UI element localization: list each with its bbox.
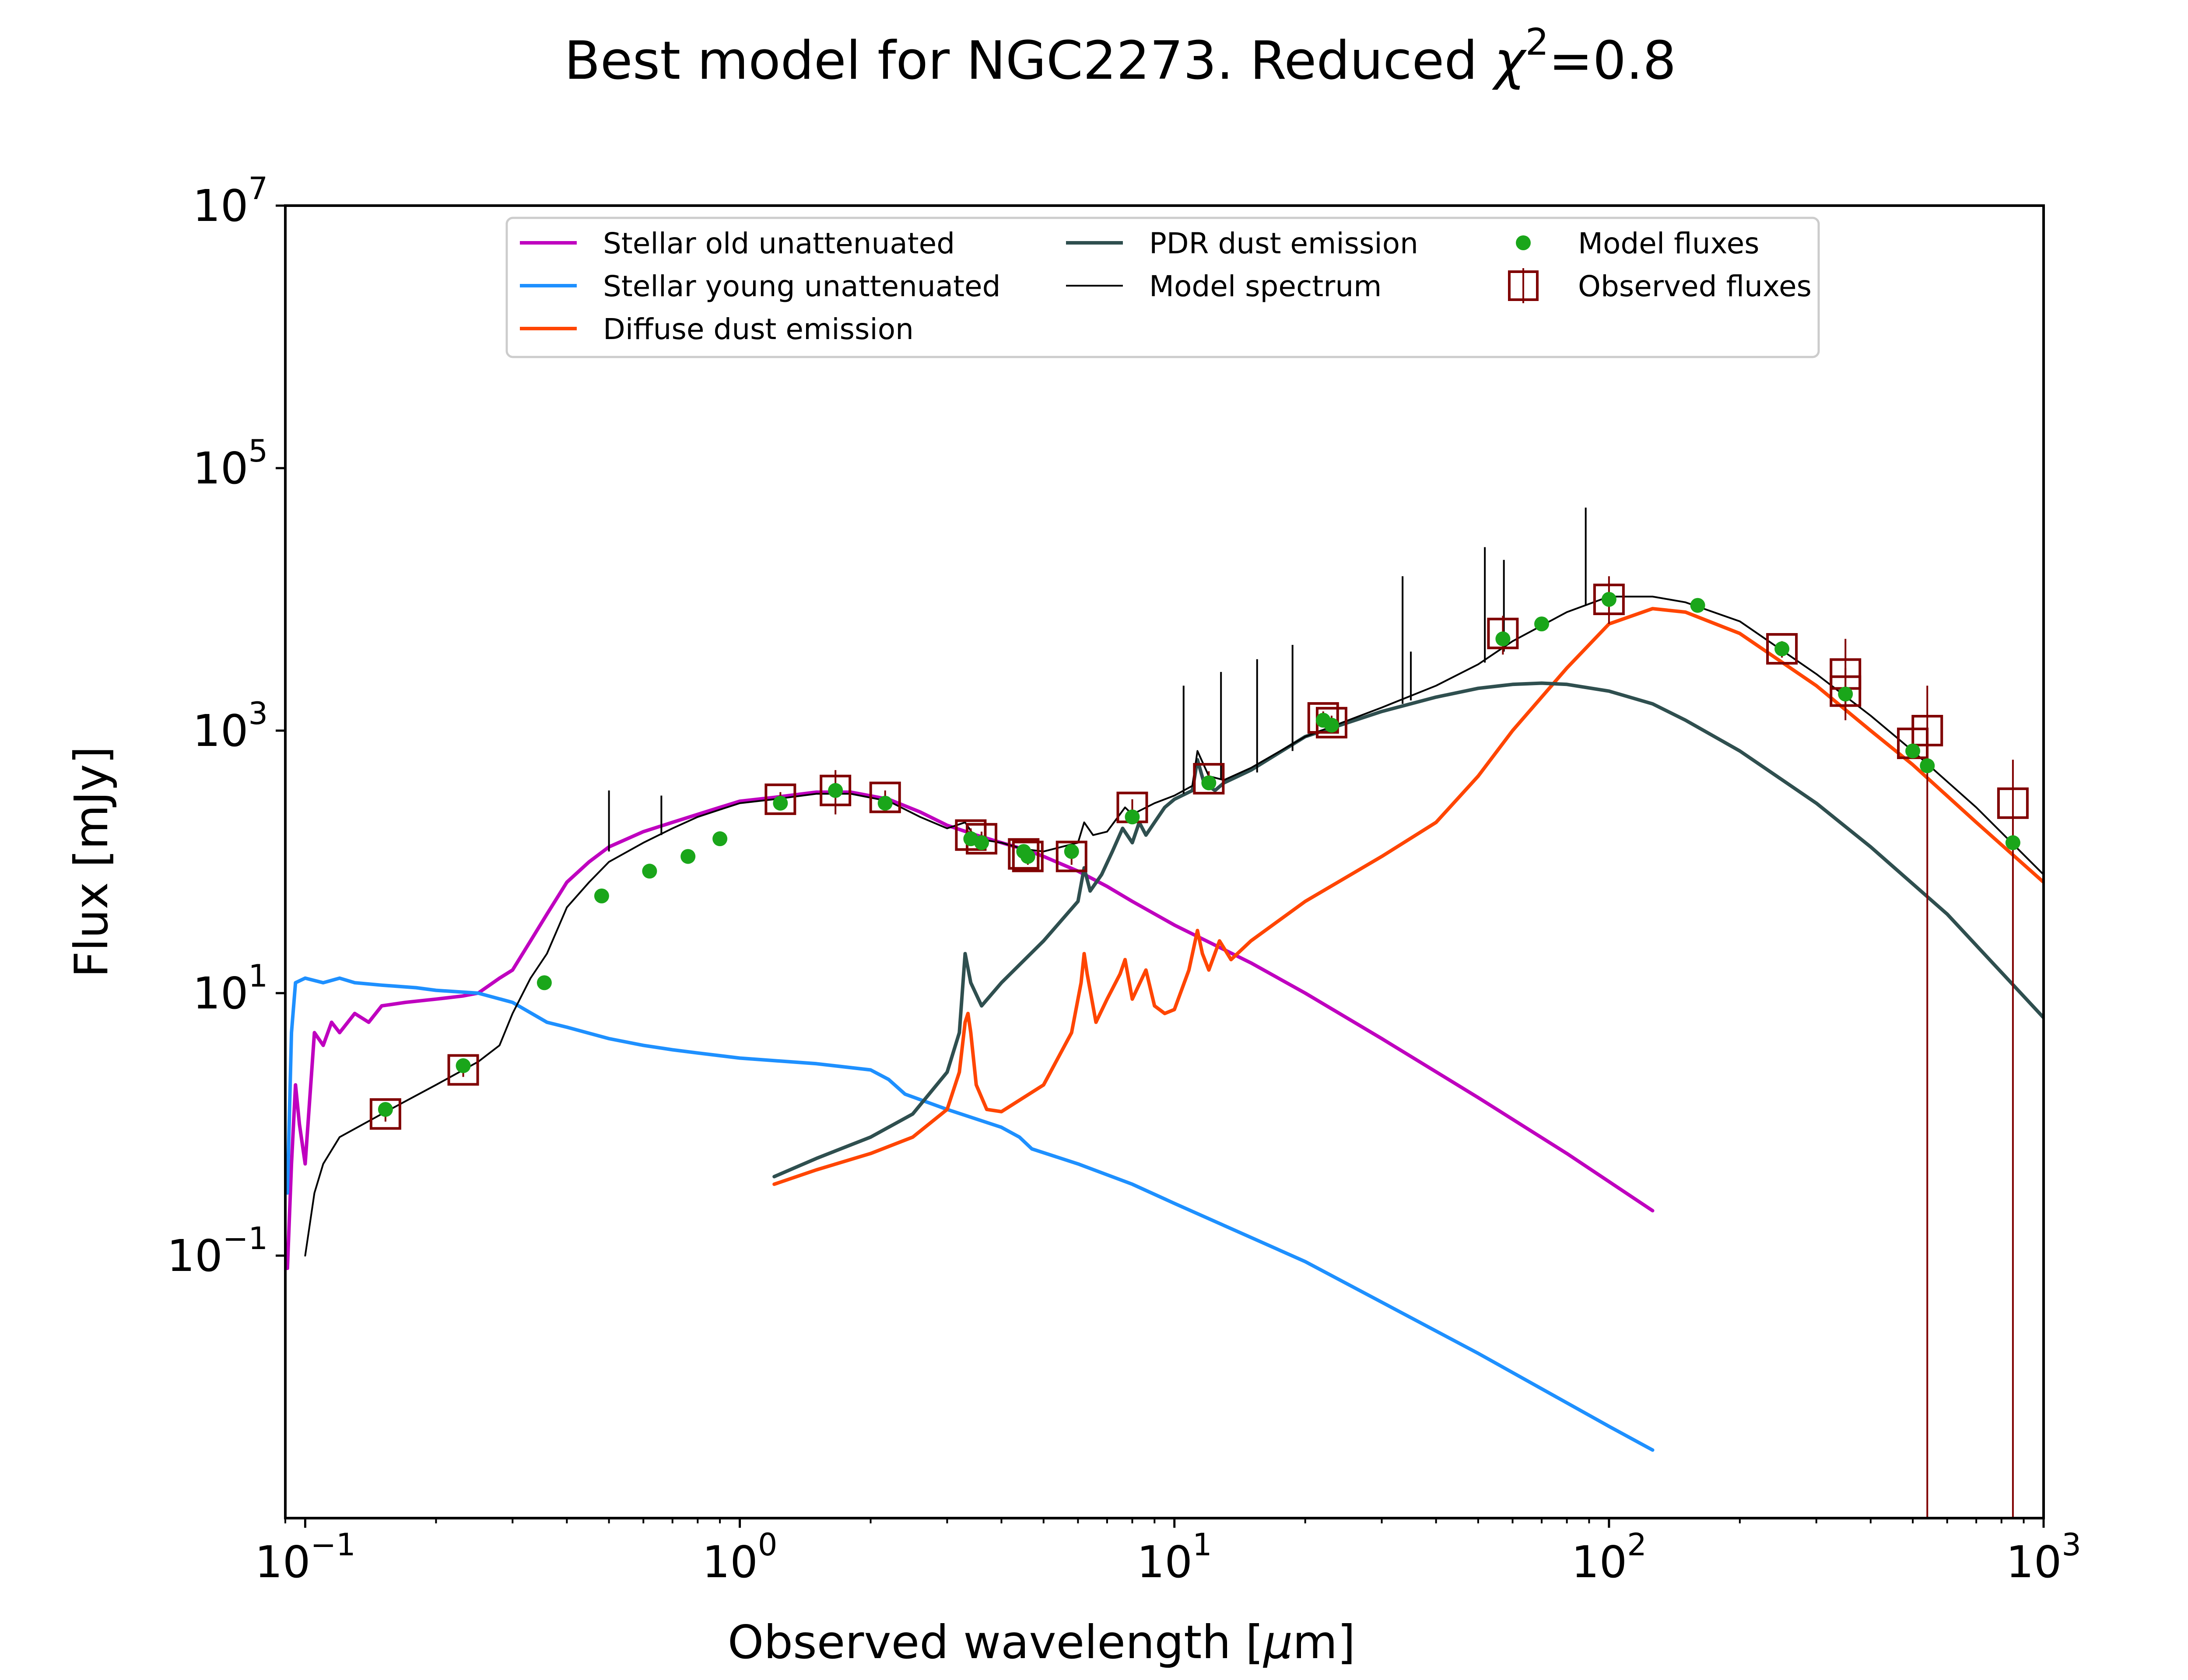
y-tick-label: 101 bbox=[193, 958, 268, 1019]
x-tick-label: 102 bbox=[1571, 1527, 1647, 1588]
observed-flux-marker bbox=[369, 1098, 401, 1130]
x-axis-label-mu: μ bbox=[1262, 1616, 1293, 1669]
observed-flux-marker bbox=[820, 774, 852, 806]
x-tick-label: 101 bbox=[1137, 1527, 1212, 1588]
legend-label: Observed fluxes bbox=[1578, 270, 1812, 303]
x-axis-label-main: Observed wavelength [ bbox=[728, 1616, 1264, 1669]
legend-swatch-modelFluxes bbox=[1516, 235, 1531, 250]
legend-label: Model fluxes bbox=[1578, 227, 1760, 260]
x-tick-label: 103 bbox=[2006, 1527, 2081, 1588]
observed-flux-marker bbox=[955, 819, 987, 851]
observed-flux-marker bbox=[1055, 840, 1087, 872]
model-flux-point bbox=[1201, 775, 1217, 791]
x-tick-label: 10−1 bbox=[255, 1527, 355, 1588]
chart-title: Best model for NGC2273. Reduced χ2=0.8 bbox=[564, 21, 1676, 91]
y-tick-label: 103 bbox=[193, 696, 268, 756]
plot-area bbox=[285, 508, 2044, 1518]
legend-label: Diffuse dust emission bbox=[603, 312, 914, 346]
model-flux-point bbox=[642, 864, 657, 879]
observed-flux-marker bbox=[1193, 763, 1225, 794]
series-line-diffuse bbox=[772, 607, 2044, 1186]
model-flux-point bbox=[456, 1058, 471, 1073]
model-flux-point bbox=[536, 975, 552, 990]
model-flux-point bbox=[1534, 616, 1550, 632]
observed-flux-marker bbox=[1766, 633, 1798, 665]
observed-flux-marker bbox=[1307, 702, 1339, 734]
legend-label: Model spectrum bbox=[1149, 270, 1382, 303]
legend-label: Stellar young unattenuated bbox=[603, 270, 1001, 303]
model-flux-point bbox=[1125, 809, 1140, 825]
x-axis-label-tail: m] bbox=[1293, 1616, 1355, 1669]
model-flux-point bbox=[1495, 631, 1511, 647]
legend-swatch-observed bbox=[1508, 270, 1539, 301]
series-line-old bbox=[285, 790, 1655, 1270]
series-line-pdr bbox=[772, 681, 2044, 1179]
observed-flux-marker bbox=[1012, 840, 1044, 872]
legend: Stellar old unattenuated Stellar young un… bbox=[505, 217, 1820, 358]
legend-label: Stellar old unattenuated bbox=[603, 227, 955, 260]
y-tick-label: 10−1 bbox=[167, 1221, 268, 1281]
observed-flux-marker bbox=[869, 781, 901, 813]
model-flux-point bbox=[712, 831, 728, 847]
observed-flux-marker bbox=[1593, 584, 1625, 615]
title-superscript: 2 bbox=[1525, 21, 1549, 63]
model-flux-point bbox=[877, 795, 893, 811]
y-tick-label: 107 bbox=[193, 171, 268, 231]
model-flux-point bbox=[974, 835, 989, 850]
model-flux-point bbox=[378, 1102, 393, 1117]
model-flux-point bbox=[1838, 686, 1853, 702]
y-tick-label: 105 bbox=[193, 433, 268, 494]
model-flux-point bbox=[2005, 835, 2020, 850]
title-main-text: Best model for NGC2273. Reduced bbox=[564, 31, 1494, 91]
model-flux-point bbox=[828, 783, 843, 798]
x-axis-label: Observed wavelength [μm] bbox=[728, 1616, 1356, 1669]
model-flux-point bbox=[1601, 592, 1616, 607]
model-flux-point bbox=[1020, 849, 1035, 864]
legend-box bbox=[505, 217, 1820, 358]
series-line-young bbox=[285, 976, 1655, 1452]
model-flux-point bbox=[680, 849, 696, 864]
model-flux-point bbox=[1774, 641, 1790, 657]
observed-flux-marker bbox=[1487, 617, 1519, 649]
observed-flux-marker bbox=[1830, 675, 1862, 707]
observed-flux-marker bbox=[1008, 838, 1040, 870]
x-tick-label: 100 bbox=[702, 1527, 778, 1588]
legend-label: PDR dust emission bbox=[1149, 227, 1418, 260]
y-axis-label: Flux [mJy] bbox=[65, 746, 118, 978]
model-flux-point bbox=[1905, 743, 1921, 759]
plot-frame bbox=[284, 204, 2045, 1519]
observed-flux-marker bbox=[764, 783, 796, 815]
model-flux-point bbox=[1690, 598, 1705, 613]
model-flux-point bbox=[773, 795, 788, 811]
title-tail-text: =0.8 bbox=[1549, 31, 1676, 91]
title-chi-symbol: χ bbox=[1492, 31, 1527, 91]
observed-flux-marker bbox=[447, 1054, 479, 1086]
observed-flux-marker bbox=[1997, 787, 2029, 819]
model-flux-point bbox=[1064, 844, 1079, 859]
model-flux-point bbox=[594, 888, 609, 903]
observed-flux-marker bbox=[1911, 715, 1943, 746]
model-flux-point bbox=[1920, 758, 1935, 774]
model-flux-point bbox=[1324, 718, 1339, 733]
axes: 10−1 100 101 102 103 10−1 101 103 105 107 bbox=[167, 171, 2081, 1588]
